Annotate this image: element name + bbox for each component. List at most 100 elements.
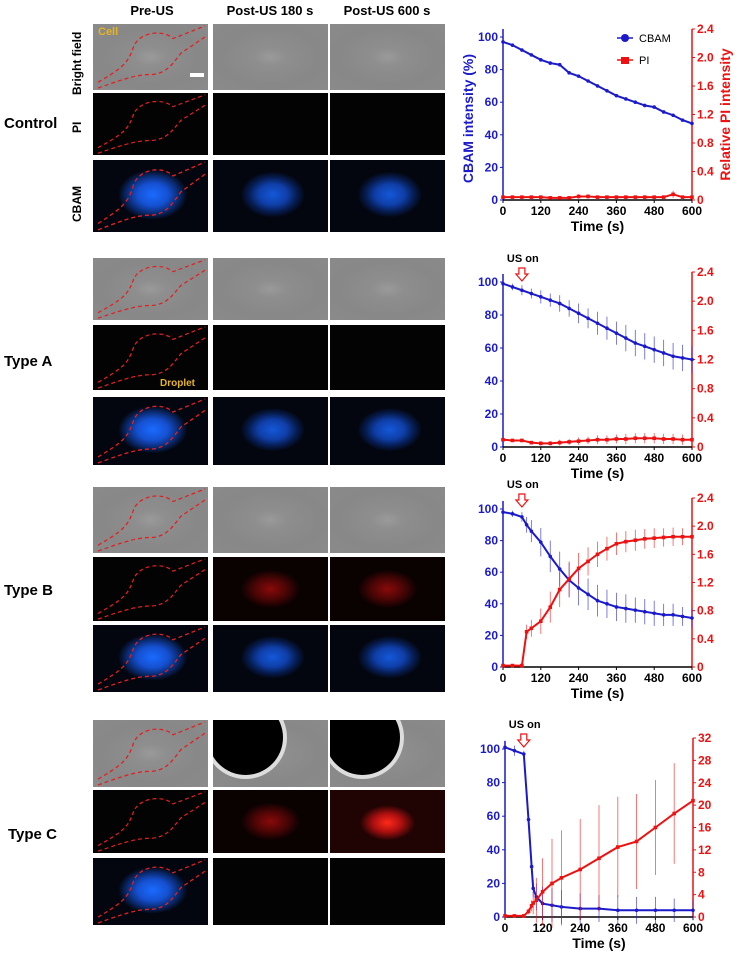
data-point-pi [576, 566, 581, 571]
data-point-pi [557, 587, 562, 592]
data-point-pi [642, 436, 647, 441]
y2-tick-label: 0.8 [697, 136, 714, 150]
data-point-cbam [680, 356, 685, 360]
data-point-pi [633, 195, 638, 199]
data-point-pi [595, 437, 600, 442]
x-tick-label: 120 [533, 921, 553, 935]
x-tick-label: 480 [644, 671, 664, 685]
micrograph-0-pi-2 [330, 93, 445, 155]
data-point-pi [550, 881, 554, 886]
y2-tick-label: 1.2 [697, 108, 714, 122]
data-point-cbam [567, 71, 571, 75]
data-point-pi [529, 626, 534, 631]
micrograph-1-pi-0 [93, 325, 208, 390]
y-tick-label: 0 [491, 193, 498, 207]
data-point-pi [526, 909, 531, 914]
x-tick-label: 360 [608, 921, 628, 935]
y-tick-label: 60 [485, 341, 499, 355]
micrograph-3-bright-field-2 [330, 720, 445, 787]
y2-tick-label: 16 [698, 821, 712, 835]
data-point-pi [510, 195, 515, 199]
data-point-cbam [520, 288, 524, 293]
us-on-label: US on [509, 719, 541, 731]
y2-tick-label: 0.4 [697, 632, 714, 646]
data-point-cbam [661, 351, 666, 355]
x-tick-label: 480 [645, 921, 665, 935]
y2-tick-label: 1.2 [697, 576, 714, 590]
micrograph-2-cbam-0 [93, 625, 208, 692]
data-point-cbam [520, 48, 524, 52]
series-line-pi [503, 535, 692, 667]
data-point-pi [595, 195, 600, 199]
data-point-cbam [624, 336, 628, 340]
data-point-cbam [512, 748, 517, 753]
micrograph-1-bright-field-1 [213, 258, 328, 320]
micrograph-2-cbam-2 [330, 625, 445, 692]
y2-tick-label: 2.0 [697, 519, 714, 533]
y2-tick-label: 8 [698, 865, 705, 879]
cell-outline [97, 398, 208, 464]
data-point-cbam [576, 74, 581, 78]
data-point-pi [690, 534, 694, 539]
data-point-pi [501, 437, 505, 442]
micrograph-0-pi-0 [93, 93, 208, 155]
data-point-pi [520, 663, 524, 668]
y-tick-label: 80 [485, 534, 499, 548]
data-point-pi [661, 535, 666, 540]
x-tick-label: 480 [644, 204, 664, 218]
cell-outline [97, 326, 208, 389]
data-point-cbam [524, 523, 529, 527]
data-point-cbam [567, 306, 571, 311]
data-point-pi [548, 441, 553, 446]
y-tick-label: 60 [485, 565, 499, 579]
us-on-arrow-icon [514, 493, 530, 508]
cell-outline [97, 558, 208, 620]
data-point-pi [614, 437, 619, 441]
data-point-cbam [690, 121, 694, 126]
x-tick-label: 360 [606, 451, 626, 465]
y-tick-label: 0 [491, 660, 498, 674]
micrograph-0-cbam-1 [213, 160, 328, 232]
y-tick-label: 20 [487, 876, 501, 890]
legend-pi-label: PI [639, 55, 649, 67]
row-label-type-a: Type A [4, 353, 53, 370]
data-point-pi [652, 536, 656, 540]
x-tick-label: 240 [570, 921, 590, 935]
data-point-cbam [633, 341, 638, 345]
y2-tick-label: 2.0 [697, 294, 714, 308]
data-point-cbam [501, 510, 505, 514]
y2-tick-label: 0.8 [697, 604, 714, 618]
x-tick-label: 0 [502, 921, 509, 935]
data-point-cbam [614, 331, 619, 335]
data-point-cbam [557, 62, 562, 67]
y-tick-label: 20 [485, 160, 499, 174]
data-point-cbam [520, 515, 524, 519]
data-point-pi [671, 192, 675, 197]
data-point-pi [510, 438, 515, 443]
x-tick-label: 600 [682, 671, 702, 685]
y-tick-label: 0 [493, 910, 500, 924]
x-tick-label: 240 [569, 451, 589, 465]
micrograph-2-pi-2 [330, 557, 445, 621]
data-point-pi [529, 440, 534, 445]
data-point-cbam [522, 752, 526, 756]
data-point-cbam [691, 908, 695, 913]
data-point-cbam [548, 298, 553, 302]
data-point-cbam [624, 606, 628, 611]
data-point-cbam [671, 613, 675, 617]
y2-tick-label: 32 [698, 731, 712, 745]
data-point-cbam [548, 554, 553, 559]
y2-tick-label: 2.4 [697, 265, 714, 279]
y-tick-label: 40 [485, 374, 499, 388]
data-point-cbam [529, 864, 534, 869]
cell-outline [97, 25, 208, 89]
data-point-pi [534, 898, 539, 903]
x-tick-label: 0 [500, 671, 507, 685]
micrograph-3-bright-field-1 [213, 720, 328, 787]
y2-tick-label: 2.0 [697, 51, 714, 65]
data-point-cbam [539, 295, 543, 299]
column-header-pre-us: Pre-US [130, 3, 174, 18]
y-tick-label: 100 [478, 30, 498, 44]
micrograph-3-pi-1 [213, 790, 328, 853]
